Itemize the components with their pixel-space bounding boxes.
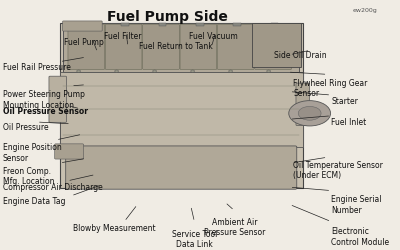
Text: Fuel Return to Tank: Fuel Return to Tank xyxy=(139,42,212,51)
Bar xyxy=(60,72,303,147)
FancyBboxPatch shape xyxy=(105,24,142,70)
FancyBboxPatch shape xyxy=(55,144,84,159)
Circle shape xyxy=(115,70,118,72)
Text: Service Tool
Data Link: Service Tool Data Link xyxy=(172,230,217,249)
Text: Fuel Inlet: Fuel Inlet xyxy=(331,118,366,127)
Text: Fuel Filter: Fuel Filter xyxy=(104,32,141,41)
Text: Engine Position
Sensor: Engine Position Sensor xyxy=(2,144,61,163)
Text: Engine Data Tag: Engine Data Tag xyxy=(2,198,65,206)
Bar xyxy=(159,22,166,26)
Text: Oil Pressure Sensor: Oil Pressure Sensor xyxy=(2,106,88,116)
Text: Fuel Pump: Fuel Pump xyxy=(64,38,104,46)
Bar xyxy=(121,22,129,26)
Text: ew200g: ew200g xyxy=(353,8,378,13)
Circle shape xyxy=(191,70,194,72)
Bar xyxy=(271,22,278,26)
Bar xyxy=(196,22,204,26)
Bar xyxy=(64,22,299,72)
Circle shape xyxy=(153,70,156,72)
Text: Flywheel Ring Gear
Sensor: Flywheel Ring Gear Sensor xyxy=(293,79,368,98)
FancyBboxPatch shape xyxy=(180,24,217,70)
FancyBboxPatch shape xyxy=(63,21,102,31)
Text: Oil Pressure: Oil Pressure xyxy=(2,123,48,132)
Circle shape xyxy=(298,106,321,120)
Text: Electronic
Control Module: Electronic Control Module xyxy=(331,228,390,247)
Text: Starter: Starter xyxy=(331,97,358,106)
FancyBboxPatch shape xyxy=(68,24,104,70)
Text: Freon Comp.
Mfg. Location: Freon Comp. Mfg. Location xyxy=(2,167,54,186)
Text: Ambient Air
Pressure Sensor: Ambient Air Pressure Sensor xyxy=(204,218,265,237)
Bar xyxy=(60,22,303,188)
Circle shape xyxy=(289,101,330,126)
Text: Engine Serial
Number: Engine Serial Number xyxy=(331,195,382,214)
FancyBboxPatch shape xyxy=(49,76,66,122)
FancyBboxPatch shape xyxy=(218,24,254,70)
FancyBboxPatch shape xyxy=(255,24,292,70)
Bar xyxy=(252,22,301,67)
Text: Compressor Air Discharge: Compressor Air Discharge xyxy=(2,182,102,192)
Text: Power Steering Pump
Mounting Location: Power Steering Pump Mounting Location xyxy=(2,90,84,110)
Circle shape xyxy=(229,70,232,72)
Text: Side Oil Drain: Side Oil Drain xyxy=(274,51,327,60)
Circle shape xyxy=(77,70,80,72)
Text: Fuel Vacuum: Fuel Vacuum xyxy=(189,32,238,41)
Text: Fuel Rail Pressure: Fuel Rail Pressure xyxy=(2,63,70,72)
Text: Oil Temperature Sensor
(Under ECM): Oil Temperature Sensor (Under ECM) xyxy=(293,161,383,180)
FancyBboxPatch shape xyxy=(66,146,297,189)
FancyBboxPatch shape xyxy=(296,83,310,126)
Text: Blowby Measurement: Blowby Measurement xyxy=(73,224,156,233)
Circle shape xyxy=(267,70,270,72)
Text: Fuel Pump Side: Fuel Pump Side xyxy=(108,10,228,24)
FancyBboxPatch shape xyxy=(143,24,179,70)
Bar xyxy=(84,22,92,26)
Bar xyxy=(234,22,241,26)
